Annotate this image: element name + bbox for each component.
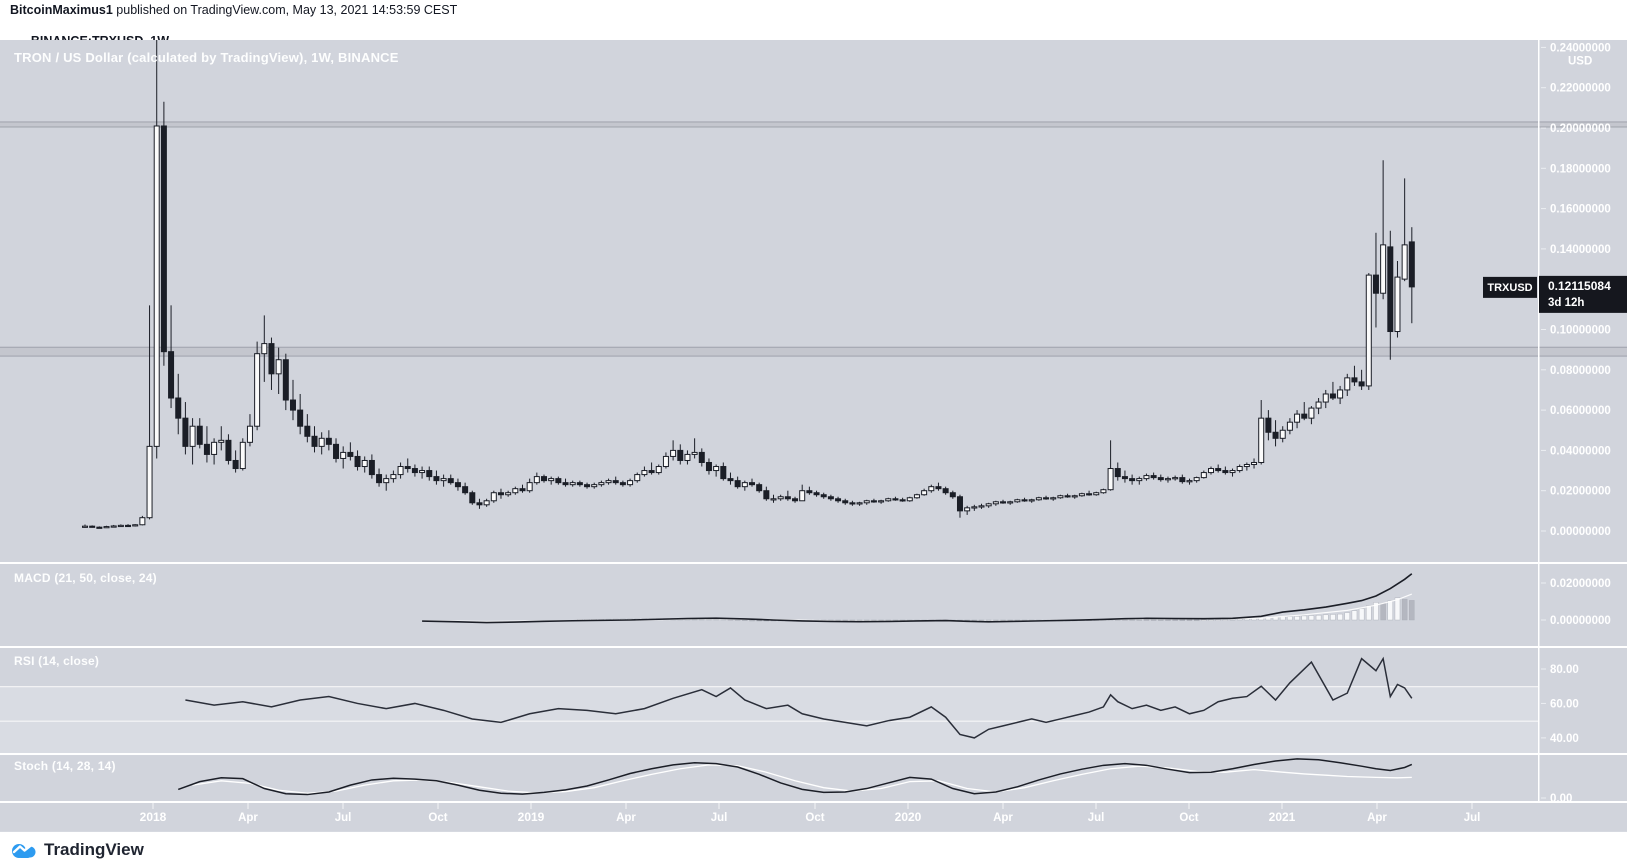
time-axis-label: 2021 [1269,810,1296,824]
price-tick-label: 0.16000000 [1550,204,1611,216]
price-tick-label: 0.04000000 [1550,445,1611,457]
price-tick-label: 0.06000000 [1550,405,1611,417]
time-axis-label: Apr [616,812,636,824]
time-axis-label: Oct [805,812,824,824]
price-tick-label: 0.02000000 [1550,486,1611,498]
price-tick-label: 0.08000000 [1550,365,1611,377]
publish-info-line: BitcoinMaximus1 published on TradingView… [10,3,457,17]
price-tick-label: 0.24000000 [1550,42,1611,54]
symbol-price-tag [1483,276,1537,298]
footer: TradingView [0,831,1627,867]
author-name[interactable]: BitcoinMaximus1 [10,3,113,17]
header: BitcoinMaximus1 published on TradingView… [0,0,1627,146]
time-axis-label: Apr [238,812,258,824]
time-axis-label: Jul [1088,812,1105,824]
macd-tick-label: 0.00000000 [1550,615,1611,627]
price-tick-label: 0.22000000 [1550,83,1611,95]
time-axis-label: Apr [993,812,1013,824]
time-axis-label: Oct [428,812,447,824]
price-tick-label: 0.14000000 [1550,244,1611,256]
rsi-tick-label: 40.00 [1550,733,1579,745]
time-axis-label: 2018 [140,810,167,824]
tradingview-logo-icon[interactable] [10,837,40,863]
symbol-tag-text: TRXUSD [1487,282,1532,294]
chart-canvas[interactable]: 0.24000000 0.22000000 0.20000000 0.18000000… [0,40,1627,831]
time-axis-label: Jul [335,812,352,824]
price-tick-label: 0.18000000 [1550,163,1611,175]
chart-area[interactable]: 0.24000000 0.22000000 0.20000000 0.18000000… [0,40,1627,831]
price-tick-label: 0.00000000 [1550,526,1611,538]
rsi-tick-label: 60.00 [1550,698,1579,710]
time-axis-label: Jul [711,812,728,824]
time-axis-label: Oct [1179,812,1198,824]
time-axis-label: Apr [1367,812,1387,824]
macd-tick-label: 0.02000000 [1550,578,1611,590]
price-axis-label [1539,275,1627,313]
publish-info: published on TradingView.com, May 13, 20… [112,3,458,17]
time-axis-label: 2020 [895,810,922,824]
price-label-countdown: 3d 12h [1548,297,1584,309]
time-axis-label: 2019 [518,810,545,824]
time-axis-label: Jul [1464,812,1481,824]
stoch-tick-label: 0.00 [1550,793,1572,805]
rsi-tick-label: 80.00 [1550,664,1579,676]
price-tick-label: 0.10000000 [1550,325,1611,337]
price-tick-label: 0.20000000 [1550,123,1611,135]
brand-name[interactable]: TradingView [44,840,144,859]
price-label-value: 0.12115084 [1548,279,1611,293]
currency-label: USD [1568,55,1592,67]
